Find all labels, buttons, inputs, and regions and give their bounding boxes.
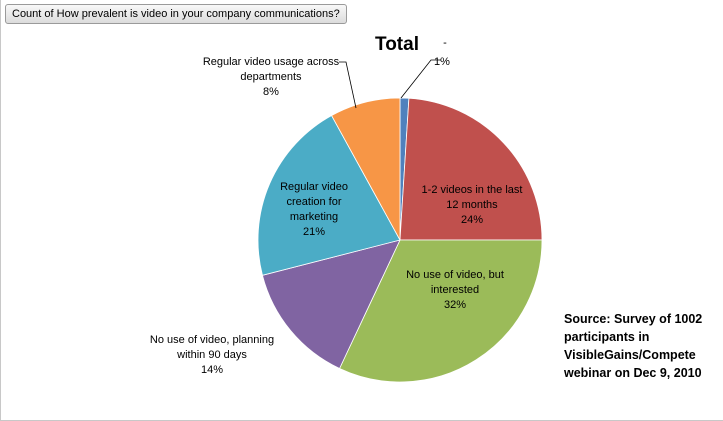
slice-label-line: Regular video <box>280 181 348 193</box>
slice-label: No use of video, planning within 90 days 1… <box>150 333 274 378</box>
leader-line <box>339 61 357 109</box>
slice-label-line: No use of video, planning <box>149 334 275 346</box>
slice-label-line: 21% <box>302 226 326 238</box>
slice-label-line: 8% <box>263 86 279 98</box>
slice-label-line: 1-2 videos in the last <box>421 184 523 196</box>
slice-label: Regular video usage across departments 8% <box>203 55 339 100</box>
slice-label: No use of video, but interested 32% <box>406 268 504 313</box>
slice-label-line: 12 months <box>446 199 498 211</box>
pie-slice <box>261 239 401 370</box>
slice-label-line: 14% <box>200 364 224 376</box>
slice-label-line: creation for <box>286 196 342 208</box>
pie-slice <box>399 97 543 241</box>
slice-label-line: No use of video, but <box>406 269 504 281</box>
slice-label-line: 1% <box>434 56 450 68</box>
pie-slice <box>331 97 401 241</box>
slice-label-line: within 90 days <box>177 349 247 361</box>
slice-label: Regular video creation for marketing 21% <box>280 180 348 240</box>
source-line: participants in <box>564 330 650 344</box>
leader-line <box>400 59 441 99</box>
pie-slice <box>339 239 543 383</box>
field-button[interactable]: Count of How prevalent is video in your … <box>5 4 347 24</box>
slice-label-line: interested <box>430 284 480 296</box>
slice-label-line: departments <box>240 71 302 83</box>
pie-slice <box>257 115 401 276</box>
source-line: VisibleGains/Compete <box>564 348 696 362</box>
slice-label-line: Regular video usage across <box>202 56 340 68</box>
slice-label-line: marketing <box>289 211 339 223</box>
slice-label-dash: - <box>443 37 447 49</box>
source-line: Source: Survey of 1002 <box>564 312 703 326</box>
source-note: Source: Survey of 1002 participants in V… <box>564 310 723 382</box>
slice-label: 1% <box>434 55 450 70</box>
chart-title: Total <box>375 34 419 55</box>
slice-label: 1-2 videos in the last 12 months 24% <box>422 183 523 228</box>
slice-label-line: 32% <box>443 299 467 311</box>
source-line: webinar on Dec 9, 2010 <box>564 366 702 380</box>
slice-label-line: 24% <box>460 214 484 226</box>
